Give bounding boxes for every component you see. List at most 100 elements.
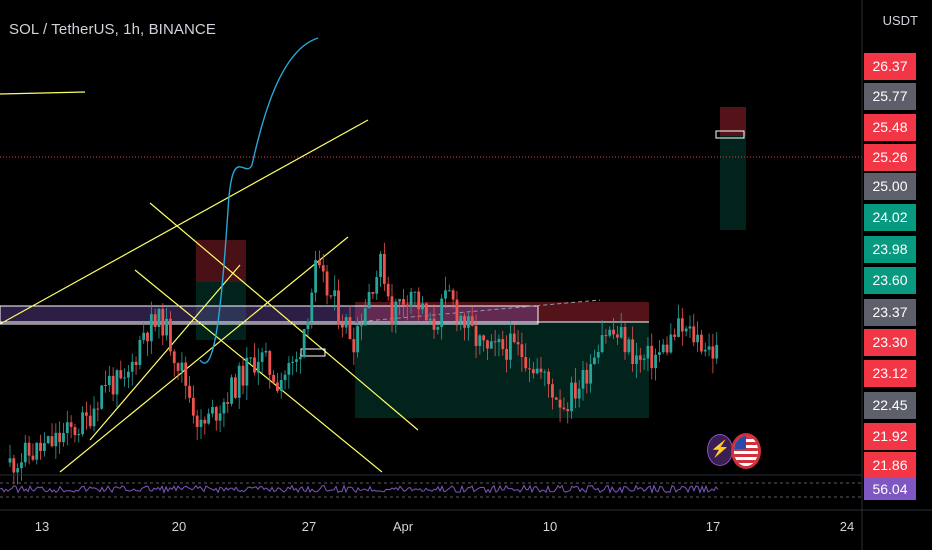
price-label-bg — [864, 299, 916, 326]
time-axis-label: 20 — [172, 519, 186, 534]
candle — [325, 271, 329, 296]
candle — [505, 348, 508, 360]
candle — [501, 339, 505, 349]
marker-box — [300, 348, 326, 357]
candle — [8, 458, 12, 463]
price-label-bg — [864, 114, 916, 141]
price-label: 23.98 — [872, 241, 907, 257]
candle — [54, 432, 58, 447]
candle — [207, 413, 211, 424]
candle — [27, 442, 31, 456]
candle — [329, 295, 333, 297]
candle — [161, 308, 165, 336]
candle — [673, 334, 677, 337]
candle — [631, 339, 635, 364]
candle — [608, 329, 612, 336]
candle — [512, 333, 516, 343]
candle — [703, 349, 707, 352]
price-label: 23.60 — [872, 272, 907, 288]
us-flag-icon[interactable] — [731, 433, 761, 469]
long-position-stop-zone — [355, 302, 649, 322]
candle — [467, 316, 470, 328]
trend-line — [0, 91, 86, 95]
candle — [531, 369, 535, 374]
price-label-bg — [864, 173, 916, 200]
candle — [638, 355, 642, 360]
candle — [589, 364, 593, 384]
position-stop-zone — [720, 107, 746, 136]
candle — [509, 333, 512, 360]
time-axis-label: 27 — [302, 519, 316, 534]
candle — [130, 361, 134, 372]
candle — [344, 317, 348, 328]
candle — [268, 351, 272, 375]
candle — [562, 407, 566, 410]
candle — [646, 345, 650, 359]
candle — [127, 371, 130, 378]
candle — [684, 328, 688, 332]
candle — [165, 318, 169, 336]
candle — [138, 339, 142, 366]
time-axis-label: Apr — [393, 519, 414, 534]
candle — [409, 291, 413, 307]
price-label: 24.02 — [872, 209, 907, 225]
candle — [436, 327, 440, 330]
position-profit-zone — [720, 136, 746, 230]
price-label: 25.00 — [872, 178, 907, 194]
candle — [169, 318, 172, 352]
candle — [543, 371, 547, 373]
candle — [421, 303, 424, 310]
candle — [360, 325, 363, 327]
candle — [73, 426, 77, 435]
candle — [253, 357, 256, 373]
candle — [23, 442, 27, 463]
candle — [700, 334, 703, 352]
candle — [658, 352, 661, 355]
candle — [459, 315, 463, 322]
candle — [142, 332, 146, 340]
candle — [566, 409, 570, 412]
candle — [50, 436, 54, 447]
trend-line — [149, 202, 419, 431]
candle — [447, 290, 451, 292]
time-axis-label: 24 — [840, 519, 854, 534]
candle — [237, 365, 241, 398]
candle — [134, 361, 138, 366]
time-axis-label: 17 — [706, 519, 720, 534]
candle — [100, 385, 104, 409]
price-label-bg — [864, 53, 916, 80]
candle — [619, 326, 623, 338]
candle — [497, 339, 501, 343]
candle — [96, 408, 100, 410]
candle — [661, 344, 665, 353]
candle — [302, 329, 306, 358]
candle — [493, 341, 497, 343]
lightning-icon[interactable]: ⚡ — [707, 434, 733, 466]
symbol-title[interactable]: SOL / TetherUS, 1h, BINANCE — [9, 21, 216, 38]
candle — [264, 351, 268, 353]
candle — [172, 351, 176, 364]
candle — [88, 415, 92, 427]
candle — [474, 325, 478, 346]
candle — [535, 368, 539, 374]
candle — [104, 384, 107, 386]
candle — [146, 332, 149, 342]
candle — [650, 345, 654, 369]
candle — [593, 357, 596, 365]
candle — [340, 324, 344, 328]
candle — [604, 335, 608, 337]
candle — [711, 346, 715, 359]
candle — [35, 442, 39, 460]
trend-line — [89, 264, 241, 441]
candle — [577, 388, 581, 399]
candle — [352, 339, 356, 353]
candle — [176, 363, 180, 371]
price-label-bg — [864, 452, 916, 479]
trend-line — [59, 236, 349, 473]
candle — [486, 340, 489, 349]
candle — [665, 344, 669, 353]
projection-line — [354, 299, 601, 323]
candle — [107, 375, 111, 385]
